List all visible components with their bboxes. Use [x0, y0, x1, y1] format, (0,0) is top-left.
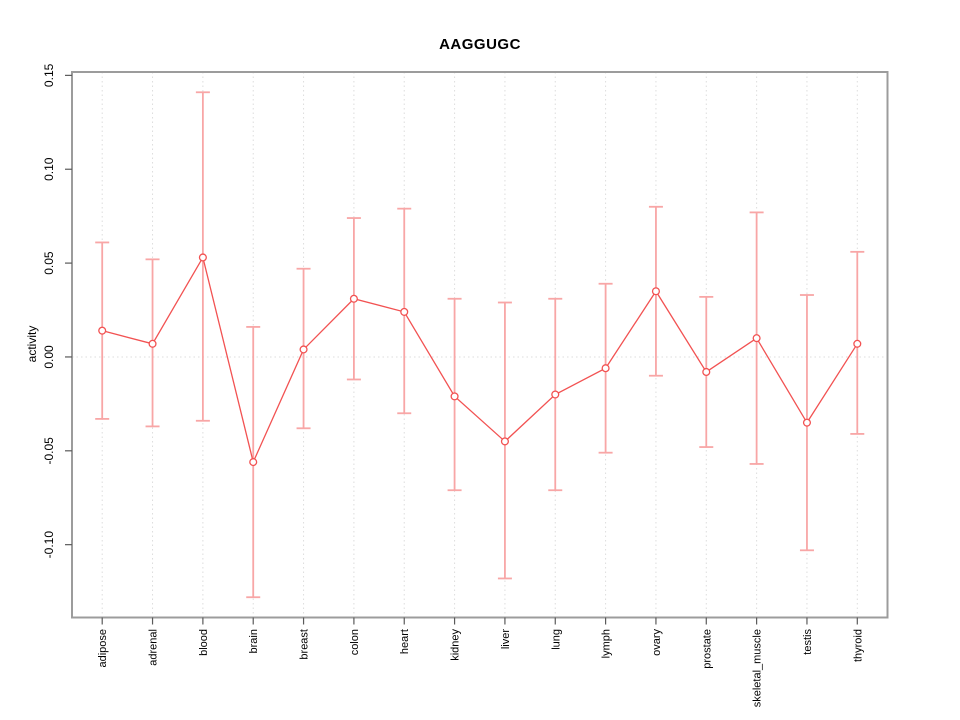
- x-tick-label-prostate: prostate: [701, 629, 713, 669]
- x-tick-label-adrenal: adrenal: [148, 629, 160, 666]
- plot-border: [71, 71, 889, 619]
- data-point-testis: [802, 418, 812, 427]
- data-point-lung: [551, 390, 560, 399]
- x-tick-label-adipose: adipose: [97, 629, 109, 668]
- data-point-prostate: [702, 367, 711, 377]
- x-tick-label-kidney: kidney: [450, 629, 462, 661]
- data-point-lymph: [601, 364, 610, 373]
- data-point-breast: [299, 345, 308, 354]
- data-point-ovary: [651, 287, 660, 296]
- x-tick-label-testis: testis: [802, 629, 814, 655]
- x-tick-label-skeletal_muscle: skeletal_muscle: [752, 629, 764, 707]
- y-tick-label: 0.00: [42, 345, 56, 369]
- x-tick-label-lymph: lymph: [601, 629, 613, 658]
- x-tick-label-blood: blood: [198, 629, 210, 656]
- x-tick-label-thyroid: thyroid: [852, 629, 864, 662]
- data-point-brain: [249, 458, 258, 467]
- y-axis-label: activity: [25, 325, 39, 363]
- x-tick-label-heart: heart: [399, 629, 411, 654]
- data-point-thyroid: [853, 339, 862, 348]
- x-tick-label-liver: liver: [500, 629, 512, 650]
- x-tick-label-breast: breast: [299, 629, 311, 660]
- data-point-liver: [500, 437, 509, 446]
- data-point-blood: [198, 253, 207, 262]
- chart-title: AAGGUGC: [439, 36, 521, 53]
- data-line: [102, 255, 858, 465]
- x-tick-label-brain: brain: [248, 629, 260, 653]
- x-tick-label-ovary: ovary: [651, 629, 663, 656]
- y-tick-label: 0.15: [42, 63, 56, 87]
- y-tick-label: 0.05: [42, 251, 56, 275]
- data-point-heart: [400, 307, 409, 316]
- data-point-skeletal_muscle: [752, 334, 761, 343]
- y-tick-label: 0.10: [42, 157, 56, 181]
- data-point-colon: [349, 294, 358, 303]
- data-point-adrenal: [148, 339, 157, 348]
- data-point-kidney: [450, 392, 459, 401]
- y-tick-label: -0.05: [42, 437, 56, 465]
- x-tick-label-lung: lung: [550, 629, 562, 650]
- x-tick-label-colon: colon: [349, 629, 361, 655]
- y-tick-label: -0.10: [42, 531, 56, 559]
- data-point-adipose: [98, 326, 107, 335]
